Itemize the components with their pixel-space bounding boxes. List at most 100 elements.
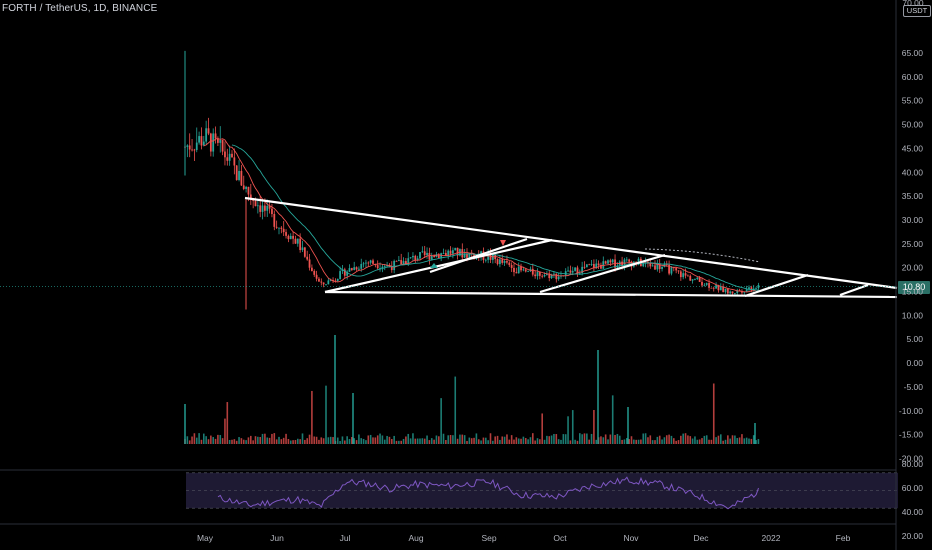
volume-bar: [656, 436, 659, 444]
price-axis-label: 65.00: [902, 48, 924, 58]
volume-bar: [633, 439, 635, 444]
candle-body: [395, 260, 398, 262]
volume-bar: [407, 433, 410, 444]
candle-body: [731, 291, 734, 294]
volume-bar: [395, 440, 398, 444]
candle-body: [452, 250, 454, 254]
volume-bar: [322, 438, 325, 444]
volume-bar: [304, 439, 306, 444]
candle-body: [515, 272, 518, 274]
volume-bar: [687, 435, 689, 444]
volume-bar: [722, 440, 724, 444]
volume-bar: [219, 435, 222, 444]
candle-body: [682, 273, 685, 278]
price-axis-label: 15.00: [902, 287, 924, 297]
candle-body: [687, 275, 689, 277]
candle-body: [484, 259, 487, 261]
volume-bar: [689, 436, 692, 444]
volume-bar: [306, 438, 308, 444]
candle-body: [318, 278, 320, 282]
candle-body: [722, 286, 725, 293]
volume-bar: [294, 439, 297, 444]
volume-bar: [494, 436, 496, 444]
volume-bar: [311, 390, 313, 444]
candle-body: [651, 265, 654, 267]
volume-bar: [684, 433, 687, 444]
volume-bar: [245, 440, 247, 444]
candle-body: [249, 194, 252, 199]
time-axis-label: 2022: [762, 533, 781, 543]
volume-bar: [492, 440, 494, 444]
time-axis-label: Oct: [553, 533, 567, 543]
volume-bar: [741, 434, 743, 444]
volume-bar: [388, 436, 391, 444]
candle-body: [487, 254, 490, 260]
volume-bar: [325, 385, 327, 444]
price-axis-label: -10.00: [899, 406, 923, 416]
volume-bar: [353, 438, 355, 444]
volume-bar: [637, 439, 640, 444]
volume-bar: [461, 434, 464, 444]
candle-body: [755, 288, 757, 290]
candle-body: [296, 238, 299, 244]
candle-body: [691, 279, 694, 281]
volume-bar: [393, 435, 395, 444]
volume-bar: [224, 418, 226, 444]
candle-body: [348, 268, 351, 272]
volume-bar: [550, 435, 553, 444]
candle-body: [600, 265, 602, 269]
candle-body: [205, 128, 208, 142]
candle-body: [675, 268, 678, 271]
volume-bar: [329, 436, 332, 444]
candle-body: [517, 266, 520, 274]
rsi-line: [217, 476, 759, 510]
candle-body: [264, 205, 266, 211]
volume-bar: [355, 440, 358, 444]
volume-bar: [696, 439, 699, 444]
price-axis[interactable]: 70.00 65.00 60.00 55.00 50.00 45.00 40.00 35.00…: [899, 0, 924, 541]
candle-body: [724, 288, 727, 293]
volume-bar: [611, 395, 614, 444]
volume-bar: [456, 438, 459, 444]
candle-body: [407, 258, 410, 265]
buy-marker: [430, 263, 438, 268]
volume-bar: [344, 440, 346, 444]
candle-body: [341, 269, 344, 272]
candle-body: [689, 275, 692, 281]
candle-body: [409, 257, 412, 259]
price-axis-label: -20.00: [899, 453, 923, 463]
candle-body: [214, 133, 217, 139]
volume-bar: [405, 436, 407, 444]
time-axis[interactable]: May Jun Jul Aug Sep Oct Nov Dec 2022 Feb: [197, 533, 851, 543]
volume-bar: [266, 437, 269, 444]
volume-bar: [367, 435, 370, 444]
candle-body: [282, 228, 285, 233]
candle-body: [642, 263, 645, 267]
volume-bar: [576, 440, 579, 444]
volume-bar: [701, 438, 703, 444]
candle-body: [585, 264, 588, 268]
volume-bar: [231, 439, 233, 444]
candle-body: [647, 261, 649, 264]
currency-unit-badge[interactable]: USDT: [903, 5, 931, 17]
candle-body: [193, 149, 196, 151]
trendline-drawings[interactable]: [244, 196, 898, 299]
volume-bar: [541, 413, 543, 444]
candle-body: [677, 270, 680, 272]
candle-body: [400, 259, 403, 265]
candle-body: [604, 261, 607, 264]
price-axis-label: 50.00: [902, 120, 924, 130]
candle-body: [534, 274, 537, 277]
volume-bar: [600, 436, 602, 444]
candle-body: [437, 254, 440, 259]
volume-bar: [515, 437, 518, 444]
volume-bar: [212, 437, 214, 444]
candle-body: [466, 253, 468, 258]
volume-bar: [233, 439, 236, 444]
candle-body: [245, 186, 247, 189]
volume-bar: [374, 437, 377, 444]
volume-bar: [449, 434, 452, 444]
volume-bar: [391, 439, 393, 444]
trendline: [744, 273, 809, 298]
